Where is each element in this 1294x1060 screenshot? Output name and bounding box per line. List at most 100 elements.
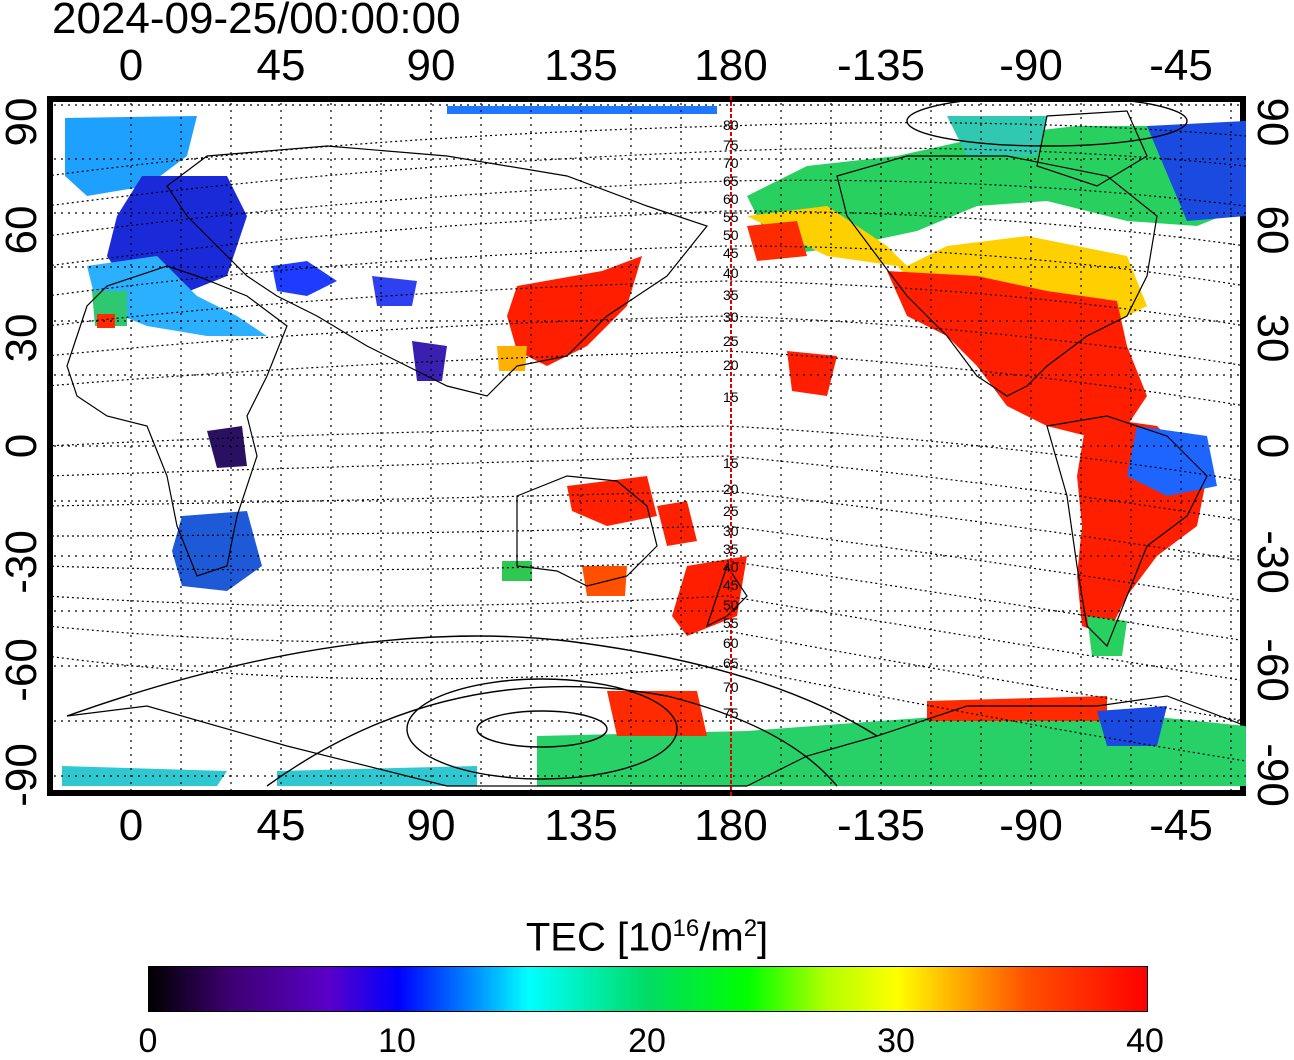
coastlines [66, 110, 1246, 787]
colorbar-title-mid: /m [699, 915, 744, 960]
colorbar-title-exponent: 16 [672, 915, 700, 942]
right-tick: 30 [1248, 313, 1294, 363]
tec-patch [1127, 426, 1217, 496]
right-tick: -90 [1248, 743, 1294, 807]
top-tick: -135 [836, 41, 926, 90]
mag-lat-labels: 80 75 70 65 60 55 50 45 40 35 30 25 20 1… [723, 117, 739, 721]
colorbar-tick: 0 [138, 1022, 158, 1060]
top-tick: 45 [256, 41, 306, 90]
tec-patch [65, 116, 197, 196]
mag-lat-label: 15 [723, 389, 739, 405]
tec-data-patches [62, 106, 1246, 786]
left-tick: 90 [0, 97, 46, 147]
left-tick: 60 [0, 205, 46, 255]
tec-patch [447, 106, 717, 114]
bottom-tick: -135 [836, 801, 926, 850]
tec-patch [607, 691, 707, 736]
tec-patch [272, 261, 337, 296]
mag-lat-label: 75 [723, 705, 739, 721]
top-tick: 0 [118, 41, 144, 90]
mag-lat-label: 50 [723, 597, 739, 613]
pole-contours [66, 96, 1188, 787]
tec-patch [537, 716, 1246, 786]
tec-patch [567, 476, 657, 526]
mag-lat-label: 70 [723, 155, 739, 171]
mag-lat-label: 65 [723, 655, 739, 671]
right-tick: -60 [1248, 638, 1294, 702]
left-tick: -60 [0, 638, 46, 702]
right-tick: 60 [1248, 205, 1294, 255]
africa-outline [66, 265, 288, 577]
left-tick: -90 [0, 743, 46, 807]
greenland-outline [1036, 110, 1148, 187]
mag-lat-label: 65 [723, 173, 739, 189]
colorbar-tick: 20 [628, 1022, 666, 1060]
colorbar-title-suffix: ] [757, 915, 769, 960]
tec-patch [502, 561, 532, 581]
mag-lat-label: 80 [723, 117, 739, 133]
mag-lat-label: 70 [723, 679, 739, 695]
tec-patch [787, 351, 837, 396]
mag-lat-label: 20 [723, 357, 739, 373]
bottom-tick: 0 [118, 801, 144, 850]
tec-patch [62, 766, 227, 786]
mag-lat-label: 25 [723, 503, 739, 519]
tec-patch [927, 696, 1107, 721]
top-tick: -90 [999, 41, 1063, 90]
colorbar-tick: 40 [1126, 1022, 1164, 1060]
top-tick: -45 [1149, 41, 1213, 90]
north-america-outline [836, 155, 1158, 397]
tec-patch [582, 566, 627, 596]
tec-patch [87, 256, 267, 336]
south-america-outline [1046, 415, 1208, 648]
mag-lat-label: 40 [723, 265, 739, 281]
bottom-tick: 90 [406, 801, 456, 850]
antarctica-outline [66, 695, 1246, 787]
tec-patch [207, 426, 247, 468]
magnetic-latitude-contours [47, 122, 1246, 762]
colorbar-tick: 10 [378, 1022, 416, 1060]
eurasia-outline [166, 145, 709, 397]
bottom-tick: 135 [544, 801, 618, 850]
new-zealand-outline [705, 564, 748, 628]
top-tick: 90 [406, 41, 456, 90]
tec-patch [97, 314, 115, 328]
mag-lat-label: 55 [723, 615, 739, 631]
frame-axis-bars [47, 96, 1246, 796]
mag-lat-label: 25 [723, 333, 739, 349]
mag-lat-label: 15 [723, 455, 739, 471]
top-tick: 135 [544, 41, 618, 90]
bottom-tick: 45 [256, 801, 306, 850]
colorbar-tick: 30 [877, 1022, 915, 1060]
mag-lat-label: 50 [723, 227, 739, 243]
top-tick: 180 [694, 41, 768, 90]
left-tick: 0 [0, 433, 46, 459]
colorbar [148, 966, 1148, 1012]
tec-patch [1087, 616, 1127, 656]
tec-patch [672, 556, 747, 636]
right-tick: -30 [1248, 530, 1294, 594]
tec-patch [507, 256, 642, 366]
tec-patch [1097, 706, 1167, 746]
right-tick: 90 [1248, 97, 1294, 147]
mag-lat-label: 35 [723, 541, 739, 557]
mag-lat-label: 60 [723, 635, 739, 651]
timestamp-title: 2024-09-25/00:00:00 [52, 0, 461, 43]
colorbar-title-prefix: TEC [10 [525, 915, 673, 960]
mag-lat-label: 30 [723, 309, 739, 325]
bottom-tick: 180 [694, 801, 768, 850]
tec-patch [747, 221, 807, 261]
mag-lat-label: 75 [723, 137, 739, 153]
mag-lat-label: 60 [723, 191, 739, 207]
mag-lat-label: 45 [723, 245, 739, 261]
mag-lat-label: 55 [723, 209, 739, 225]
colorbar-title-exponent2: 2 [743, 915, 758, 942]
mag-lat-label: 20 [723, 481, 739, 497]
bottom-tick: -90 [999, 801, 1063, 850]
tec-patch [887, 271, 1147, 436]
mag-lat-label: 35 [723, 287, 739, 303]
mag-lat-label: 45 [723, 577, 739, 593]
left-tick: 30 [0, 313, 46, 363]
tec-patch [372, 276, 417, 306]
tec-patch [1147, 121, 1246, 221]
